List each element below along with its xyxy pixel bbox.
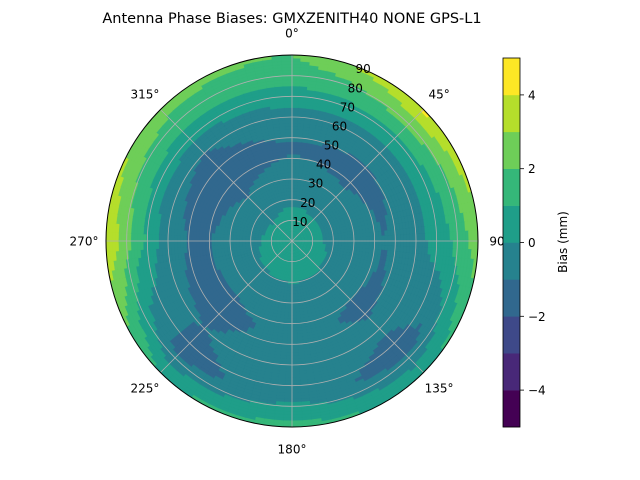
chart-title: Antenna Phase Biases: GMXZENITH40 NONE G… <box>102 11 481 27</box>
contour-field <box>106 55 478 427</box>
